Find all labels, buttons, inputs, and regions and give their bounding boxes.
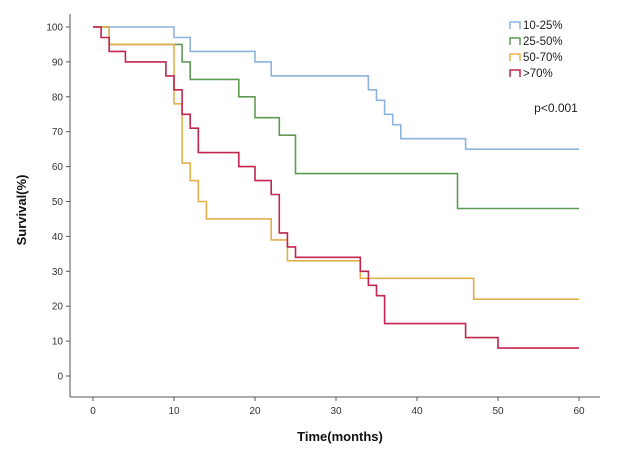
y-tick-label: 50 — [52, 197, 64, 208]
survival-curve-series-4 — [93, 26, 579, 349]
y-axis-title: Survival(%) — [14, 175, 29, 246]
legend-label: 50-70% — [523, 52, 563, 64]
legend-key — [509, 69, 521, 77]
x-axis-title: Time(months) — [297, 429, 383, 444]
x-tick-label: 0 — [90, 406, 96, 417]
axes: 0 10 20 30 40 50 60 70 80 90 100 0 10 20 30 40 50 60 — [46, 14, 600, 417]
y-tick-label: 60 — [52, 162, 64, 173]
y-tick-label: 100 — [46, 23, 63, 34]
series-group — [93, 26, 579, 349]
x-tick-label: 20 — [249, 406, 261, 417]
y-tick-label: 30 — [52, 267, 64, 278]
y-tick-label: 10 — [52, 337, 64, 348]
legend-label: 10-25% — [523, 20, 563, 32]
legend: 10-25% 25-50% 50-70% >70% — [509, 20, 563, 80]
y-tick-label: 80 — [52, 92, 64, 103]
x-tick-label: 10 — [168, 406, 180, 417]
x-tick-label: 40 — [411, 406, 423, 417]
x-tick-label: 60 — [573, 406, 585, 417]
legend-key — [509, 21, 521, 29]
y-tick-label: 0 — [57, 372, 63, 383]
y-tick-label: 40 — [52, 232, 64, 243]
survival-curve-series-1 — [93, 26, 579, 150]
y-tick-label: 90 — [52, 57, 64, 68]
legend-label: 25-50% — [523, 36, 563, 48]
legend-key — [509, 37, 521, 45]
x-tick-label: 30 — [330, 406, 342, 417]
legend-label: >70% — [523, 68, 553, 80]
legend-key — [509, 53, 521, 61]
y-tick-label: 70 — [52, 127, 64, 138]
p-value-annotation: p<0.001 — [534, 101, 578, 115]
x-tick-label: 50 — [492, 406, 504, 417]
y-tick-label: 20 — [52, 302, 64, 313]
survival-curve-series-2 — [93, 26, 579, 210]
